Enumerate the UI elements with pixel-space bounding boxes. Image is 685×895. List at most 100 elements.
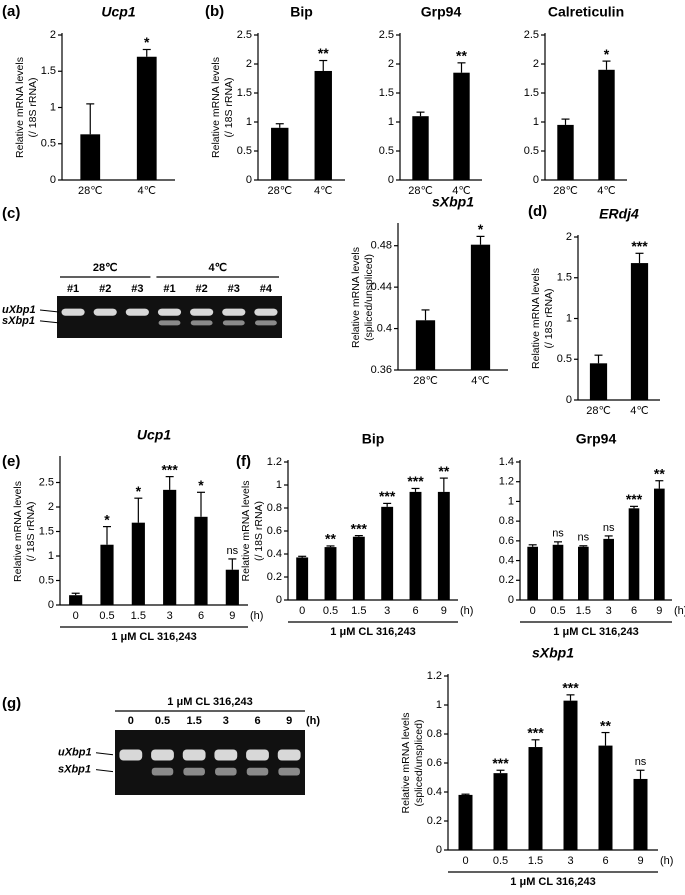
y-tick-label: 2 [50,29,56,41]
bar [80,134,101,180]
y-tick-label: 1.2 [499,476,514,488]
chart-title: Ucp1 [137,427,171,443]
x-tick-label: 28℃ [413,375,438,387]
y-tick-label: 0.2 [499,574,514,586]
x-tick-label: 1.5 [528,855,543,867]
y-axis-label: Relative mRNA levels [210,57,222,158]
significance-label: *** [527,725,544,741]
y-tick-label: 1 [276,479,282,491]
bar [163,489,177,605]
bar [381,506,394,600]
bar [100,544,114,605]
significance-label: * [136,483,142,499]
gel-band-lower [246,767,269,776]
x-tick-label: 4℃ [630,405,648,417]
bar [527,546,538,600]
chart-title: Grp94 [421,4,462,20]
y-tick-label: 0.36 [371,364,392,376]
x-unit: (h) [250,610,263,622]
bar [628,508,640,600]
significance-label: *** [631,238,648,254]
x-tick-label: 0 [462,855,468,867]
bar [412,116,429,180]
gel-lane-label: 0.5 [155,715,170,727]
bar [296,557,309,600]
gel-band-upper [93,308,117,316]
gel-image [115,730,305,795]
band-arrow [95,769,114,773]
gel-lane-label: #4 [260,283,273,295]
x-tick-label: 9 [441,605,447,617]
x-tick-label: 28℃ [553,185,578,197]
x-tick-label: 4℃ [471,375,489,387]
panel-label: (e) [2,453,20,470]
y-tick-label: 1.5 [379,87,394,99]
y-tick-label: 0.5 [524,145,539,157]
bar [225,569,239,605]
y-tick-label: 0.5 [41,138,56,150]
x-tick-label: 6 [631,605,637,617]
y-tick-label: 0.4 [267,548,282,560]
x-tick-label: 3 [606,605,612,617]
y-tick-label: 0.8 [499,515,514,527]
significance-label: ns [603,522,615,534]
bar [603,538,614,600]
panel-label: (d) [528,203,547,220]
x-tick-label: 0 [530,605,536,617]
y-tick-label: 0 [388,174,394,186]
bar [409,491,422,600]
gel-band-upper [246,749,269,761]
y-tick-label: 1.5 [524,87,539,99]
gel-lane-label: #3 [228,283,240,295]
y-axis-label: (/ 18S rRNA) [25,501,37,561]
significance-label: *** [407,473,424,489]
bar [598,69,615,180]
gel-band-upper [222,308,246,316]
bar [598,745,613,850]
chart-title: ERdj4 [599,206,639,222]
gel-lane-label: #2 [99,283,111,295]
gel-lane-label: 6 [254,715,260,727]
y-tick-label: 0.48 [371,240,392,252]
x-tick-label: 3 [167,610,173,622]
x-unit: (h) [460,605,473,617]
significance-label: *** [626,491,643,507]
significance-label: ns [635,756,647,768]
x-tick-label: 4℃ [138,185,156,197]
bar [136,56,157,180]
gel-lane-label: #1 [67,283,79,295]
x-tick-label: 3 [567,855,573,867]
x-tick-label: 28℃ [78,185,103,197]
y-tick-label: 2.5 [237,29,252,41]
y-tick-label: 2 [246,58,252,70]
gel-band-lower [222,320,245,326]
gel-lane-label: 3 [223,715,229,727]
significance-label: ** [600,717,611,733]
gel-image [57,296,282,338]
significance-label: * [144,34,150,50]
chart-title: sXbp1 [532,645,574,661]
bar [194,516,208,605]
band-label: sXbp1 [2,315,35,327]
significance-label: ** [325,531,336,547]
y-tick-label: 0.4 [377,322,392,334]
y-tick-label: 0.2 [267,571,282,583]
gel-band-upper [214,749,238,761]
y-tick-label: 0.5 [557,353,572,365]
bar [271,127,289,180]
y-axis-label: Relative mRNA levels [12,481,24,582]
y-tick-label: 0.5 [237,145,252,157]
y-axis-label: (/ 18S rRNA) [543,288,555,348]
chart-title: Calreticulin [548,4,624,20]
band-label: sXbp1 [58,764,91,776]
y-axis-label: Relative mRNA levels [14,57,26,158]
significance-label: * [198,477,204,493]
y-tick-label: 0 [436,844,442,856]
gel-lane-label: 9 [286,715,292,727]
y-axis-label: (/ 18S rRNA) [27,77,39,137]
chart-title: Grp94 [576,431,617,447]
bar [633,778,648,850]
y-tick-label: 0 [48,599,54,611]
y-tick-label: 0.5 [39,574,54,586]
x-unit: (h) [674,605,685,617]
